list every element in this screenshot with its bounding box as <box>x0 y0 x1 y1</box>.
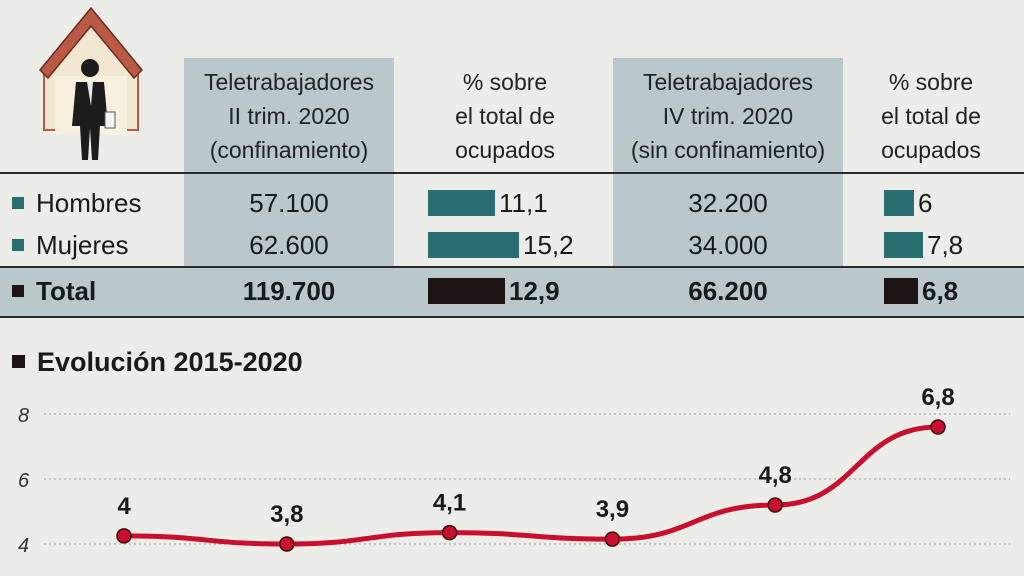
y-tick-label: 8 <box>18 405 29 427</box>
table-row-hombres: Hombres 57.100 11,1 32.200 6 <box>0 182 1024 224</box>
y-tick-label: 4 <box>18 535 29 557</box>
data-label: 6,8 <box>921 384 954 411</box>
header-q4-count: Teletrabajadores IV trim. 2020 (sin conf… <box>630 69 826 163</box>
q4-count: 32.200 <box>688 188 768 218</box>
y-tick-label: 6 <box>18 470 30 492</box>
q2-pct-bar <box>428 232 519 258</box>
q2-pct-bar <box>428 278 505 304</box>
table-row-mujeres: Mujeres 62.600 15,2 34.000 7,8 <box>0 224 1024 266</box>
q2-pct-bar <box>428 190 495 216</box>
row-label-text: Total <box>36 276 97 306</box>
q2-pct-value: 11,1 <box>499 188 548 218</box>
chart-title-text: Evolución 2015-2020 <box>37 347 303 377</box>
q4-count: 66.200 <box>688 276 768 306</box>
data-point <box>441 524 458 541</box>
teal-square-icon <box>12 239 24 251</box>
q4-pct-bar <box>884 278 918 304</box>
q2-pct-value: 12,9 <box>509 276 560 306</box>
data-point <box>116 528 132 544</box>
data-label: 3,8 <box>270 501 303 528</box>
row-label: Total <box>12 270 96 312</box>
header-divider <box>0 172 1024 174</box>
data-label: 4 <box>117 493 131 520</box>
q2-count: 62.600 <box>249 230 329 260</box>
total-bottom-divider <box>0 316 1024 318</box>
chart-title: Evolución 2015-2020 <box>12 342 303 382</box>
q4-pct-bar <box>884 232 923 258</box>
q2-pct-value: 15,2 <box>523 230 574 260</box>
data-label: 4,1 <box>433 490 466 517</box>
series-line <box>123 424 939 547</box>
data-point <box>930 419 946 435</box>
q4-pct-bar <box>884 190 914 216</box>
teal-square-icon <box>12 197 24 209</box>
q2-count: 57.100 <box>249 188 329 218</box>
data-point <box>279 536 295 552</box>
data-point <box>767 497 783 513</box>
house-with-businessman-icon <box>38 6 144 160</box>
total-row-shade <box>0 268 1024 316</box>
row-label-text: Hombres <box>36 188 142 218</box>
row-label: Mujeres <box>12 224 128 266</box>
header-q4-percent: % sobre el total de ocupados <box>881 69 981 163</box>
data-label: 4,8 <box>759 462 792 489</box>
q4-count: 34.000 <box>688 230 768 260</box>
total-top-divider <box>0 266 1024 268</box>
table-row-total: Total 119.700 12,9 66.200 6,8 <box>0 270 1024 312</box>
black-square-icon <box>12 355 25 368</box>
q4-pct-value: 6 <box>918 188 933 218</box>
q2-count: 119.700 <box>242 276 336 306</box>
row-label-text: Mujeres <box>36 230 129 260</box>
row-label: Hombres <box>12 182 141 224</box>
q4-pct-value: 7,8 <box>927 230 964 260</box>
header-q2-count: Teletrabajadores II trim. 2020 (confinam… <box>203 69 375 163</box>
header-q2-percent: % sobre el total de ocupados <box>455 69 555 163</box>
line-chart: 4 6 8 4 3,8 4,1 3,9 4,8 6,8 <box>18 384 1010 557</box>
data-label: 3,9 <box>596 496 629 523</box>
black-square-icon <box>12 285 24 297</box>
data-point <box>604 531 621 547</box>
q4-pct-value: 6,8 <box>922 276 959 306</box>
